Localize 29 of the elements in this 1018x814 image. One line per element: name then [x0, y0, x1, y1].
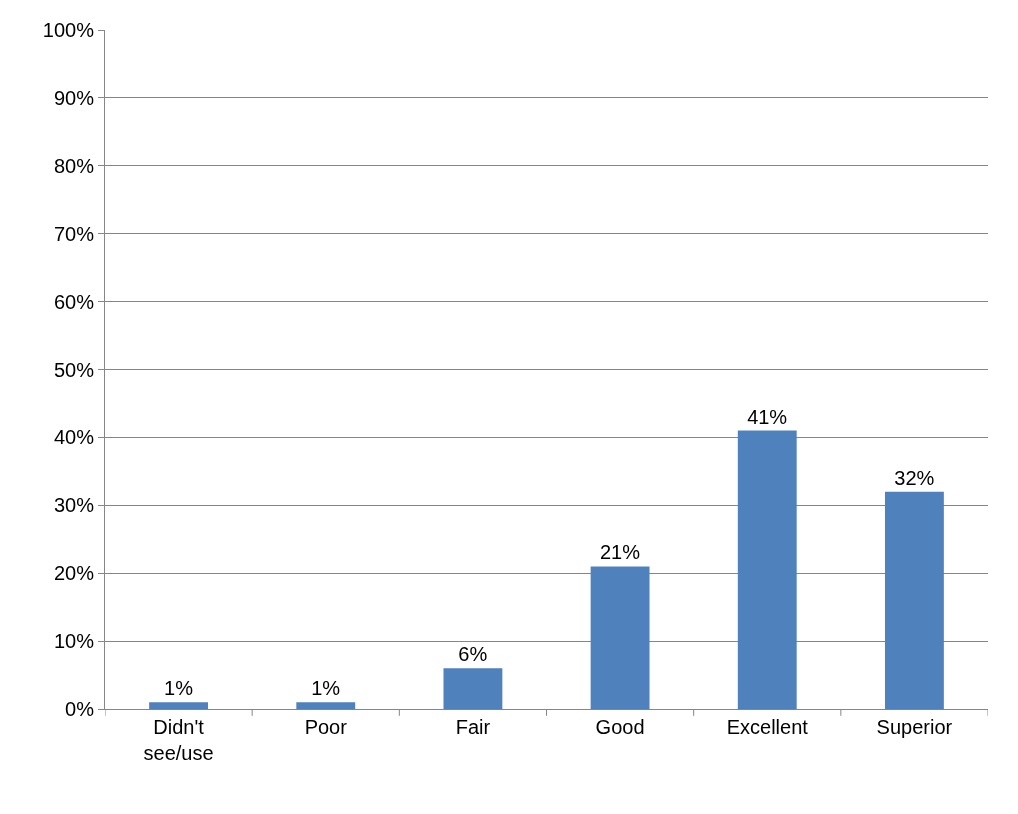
- data-label: 1%: [311, 677, 341, 700]
- y-tick-label: 80%: [53, 154, 95, 177]
- data-label: 32%: [894, 466, 935, 489]
- x-tick-label: Good: [595, 716, 645, 738]
- y-tick-label: 10%: [53, 630, 95, 653]
- bar: [590, 566, 650, 709]
- bar: [296, 702, 356, 709]
- x-tick-label: Superior: [876, 716, 953, 738]
- y-tick-label: 20%: [53, 562, 95, 585]
- data-label: 1%: [164, 677, 194, 700]
- data-label: 41%: [747, 405, 788, 428]
- y-tick-label: 100%: [42, 19, 95, 41]
- y-tick-label: 60%: [53, 290, 95, 313]
- y-tick-label: 30%: [53, 494, 95, 517]
- x-tick-label: Fair: [455, 716, 491, 738]
- y-tick-label: 0%: [65, 698, 95, 720]
- x-tick-label: Poor: [304, 716, 348, 738]
- bar: [443, 668, 503, 709]
- x-tick-label: Excellent: [726, 716, 809, 738]
- y-tick-label: 40%: [53, 426, 95, 449]
- data-label: 6%: [458, 643, 488, 666]
- bar: [737, 430, 797, 709]
- bar: [884, 491, 944, 709]
- data-label: 21%: [599, 541, 641, 564]
- bar: [149, 702, 209, 709]
- y-tick-label: 90%: [53, 86, 95, 109]
- y-tick-label: 70%: [53, 222, 95, 245]
- x-tick-label: Didn't see/use: [143, 716, 214, 764]
- y-tick-label: 50%: [53, 358, 95, 381]
